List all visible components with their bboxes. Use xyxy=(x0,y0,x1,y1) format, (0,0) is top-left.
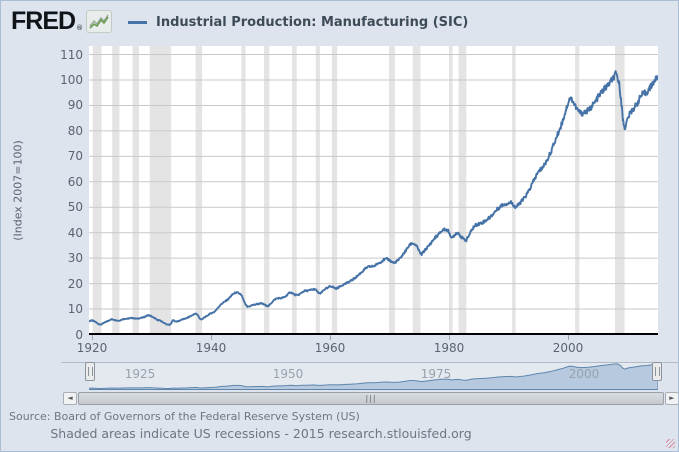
series-legend: Industrial Production: Manufacturing (SI… xyxy=(128,15,468,30)
navigator-area-series xyxy=(85,363,659,390)
handle-grip-icon xyxy=(655,367,660,376)
y-tick-label: 90 xyxy=(67,98,83,113)
y-tick-label: 10 xyxy=(67,302,83,317)
y-tick-label: 110 xyxy=(60,47,83,62)
recession-band xyxy=(291,46,297,335)
recession-band xyxy=(512,46,516,335)
recession-band xyxy=(388,46,395,335)
navigator-chart-svg xyxy=(85,363,659,390)
series-line-swatch-icon xyxy=(128,21,147,24)
recession-band xyxy=(263,46,270,335)
left-arrow-icon: ◄ xyxy=(67,394,73,402)
source-text: Source: Board of Governors of the Federa… xyxy=(9,410,360,423)
recession-band xyxy=(412,46,421,335)
recession-band xyxy=(615,46,625,335)
range-navigator[interactable]: 1925 1950 1975 2000 xyxy=(85,363,659,390)
y-tick-label: 60 xyxy=(67,174,83,189)
recession-band xyxy=(331,46,338,335)
y-tick-label: 40 xyxy=(67,225,83,240)
recession-note-text: Shaded areas indicate US recessions - 20… xyxy=(50,426,472,441)
y-axis-title: (Index 2007=100) xyxy=(11,140,25,241)
right-arrow-icon: ► xyxy=(669,394,675,402)
chart-plot-area[interactable] xyxy=(89,46,658,335)
chart-line-icon xyxy=(86,10,113,33)
x-tick-mark xyxy=(330,335,332,340)
fred-logo-text: FRED xyxy=(11,7,76,35)
recession-band xyxy=(575,46,580,335)
x-tick-label: 1980 xyxy=(433,341,465,355)
x-tick-label: 1960 xyxy=(314,341,346,355)
recession-band xyxy=(315,46,320,335)
x-tick-label: 1940 xyxy=(195,341,227,355)
y-tick-label: 80 xyxy=(67,123,83,138)
y-tick-label: 30 xyxy=(67,251,83,266)
y-tick-label: 0 xyxy=(75,327,83,342)
y-tick-label: 70 xyxy=(67,149,83,164)
series-legend-label: Industrial Production: Manufacturing (SI… xyxy=(156,15,469,30)
recession-band xyxy=(112,46,120,335)
recession-band xyxy=(195,46,203,335)
recession-band xyxy=(241,46,246,335)
navigator-left-handle[interactable] xyxy=(85,362,95,381)
navigator-year-label: 2000 xyxy=(568,367,600,381)
fred-logo: FRED ® xyxy=(11,7,113,36)
main-chart-svg xyxy=(89,46,658,335)
recession-band xyxy=(132,46,140,335)
navigator-year-label: 1950 xyxy=(272,367,304,381)
x-axis-line xyxy=(89,333,658,335)
scrollbar-thumb[interactable]: ||| xyxy=(78,392,664,405)
data-series-line xyxy=(89,70,658,326)
y-tick-label: 20 xyxy=(67,276,83,291)
y-tick-label: 100 xyxy=(60,73,83,87)
x-tick-label: 1920 xyxy=(76,341,108,355)
handle-grip-icon xyxy=(88,367,93,376)
scrollbar-right-button[interactable]: ► xyxy=(665,392,678,405)
navigator-separator xyxy=(61,362,678,363)
scrollbar-grip-icon: ||| xyxy=(365,394,377,403)
recession-band xyxy=(92,46,102,335)
navigator-year-label: 1925 xyxy=(124,367,156,381)
x-tick-mark xyxy=(568,335,570,340)
scrollbar-left-button[interactable]: ◄ xyxy=(63,392,77,405)
navigator-year-label: 1975 xyxy=(420,367,452,381)
x-tick-mark xyxy=(449,335,451,340)
x-tick-mark xyxy=(211,335,213,340)
navigator-right-handle[interactable] xyxy=(652,362,662,381)
recession-band xyxy=(458,46,467,335)
y-tick-label: 50 xyxy=(67,200,83,215)
resize-grip-icon[interactable] xyxy=(666,439,675,448)
recession-band xyxy=(449,46,453,335)
registered-mark: ® xyxy=(76,24,84,32)
x-tick-mark xyxy=(92,335,94,340)
recession-band xyxy=(149,46,172,335)
x-tick-label: 2000 xyxy=(552,341,584,355)
